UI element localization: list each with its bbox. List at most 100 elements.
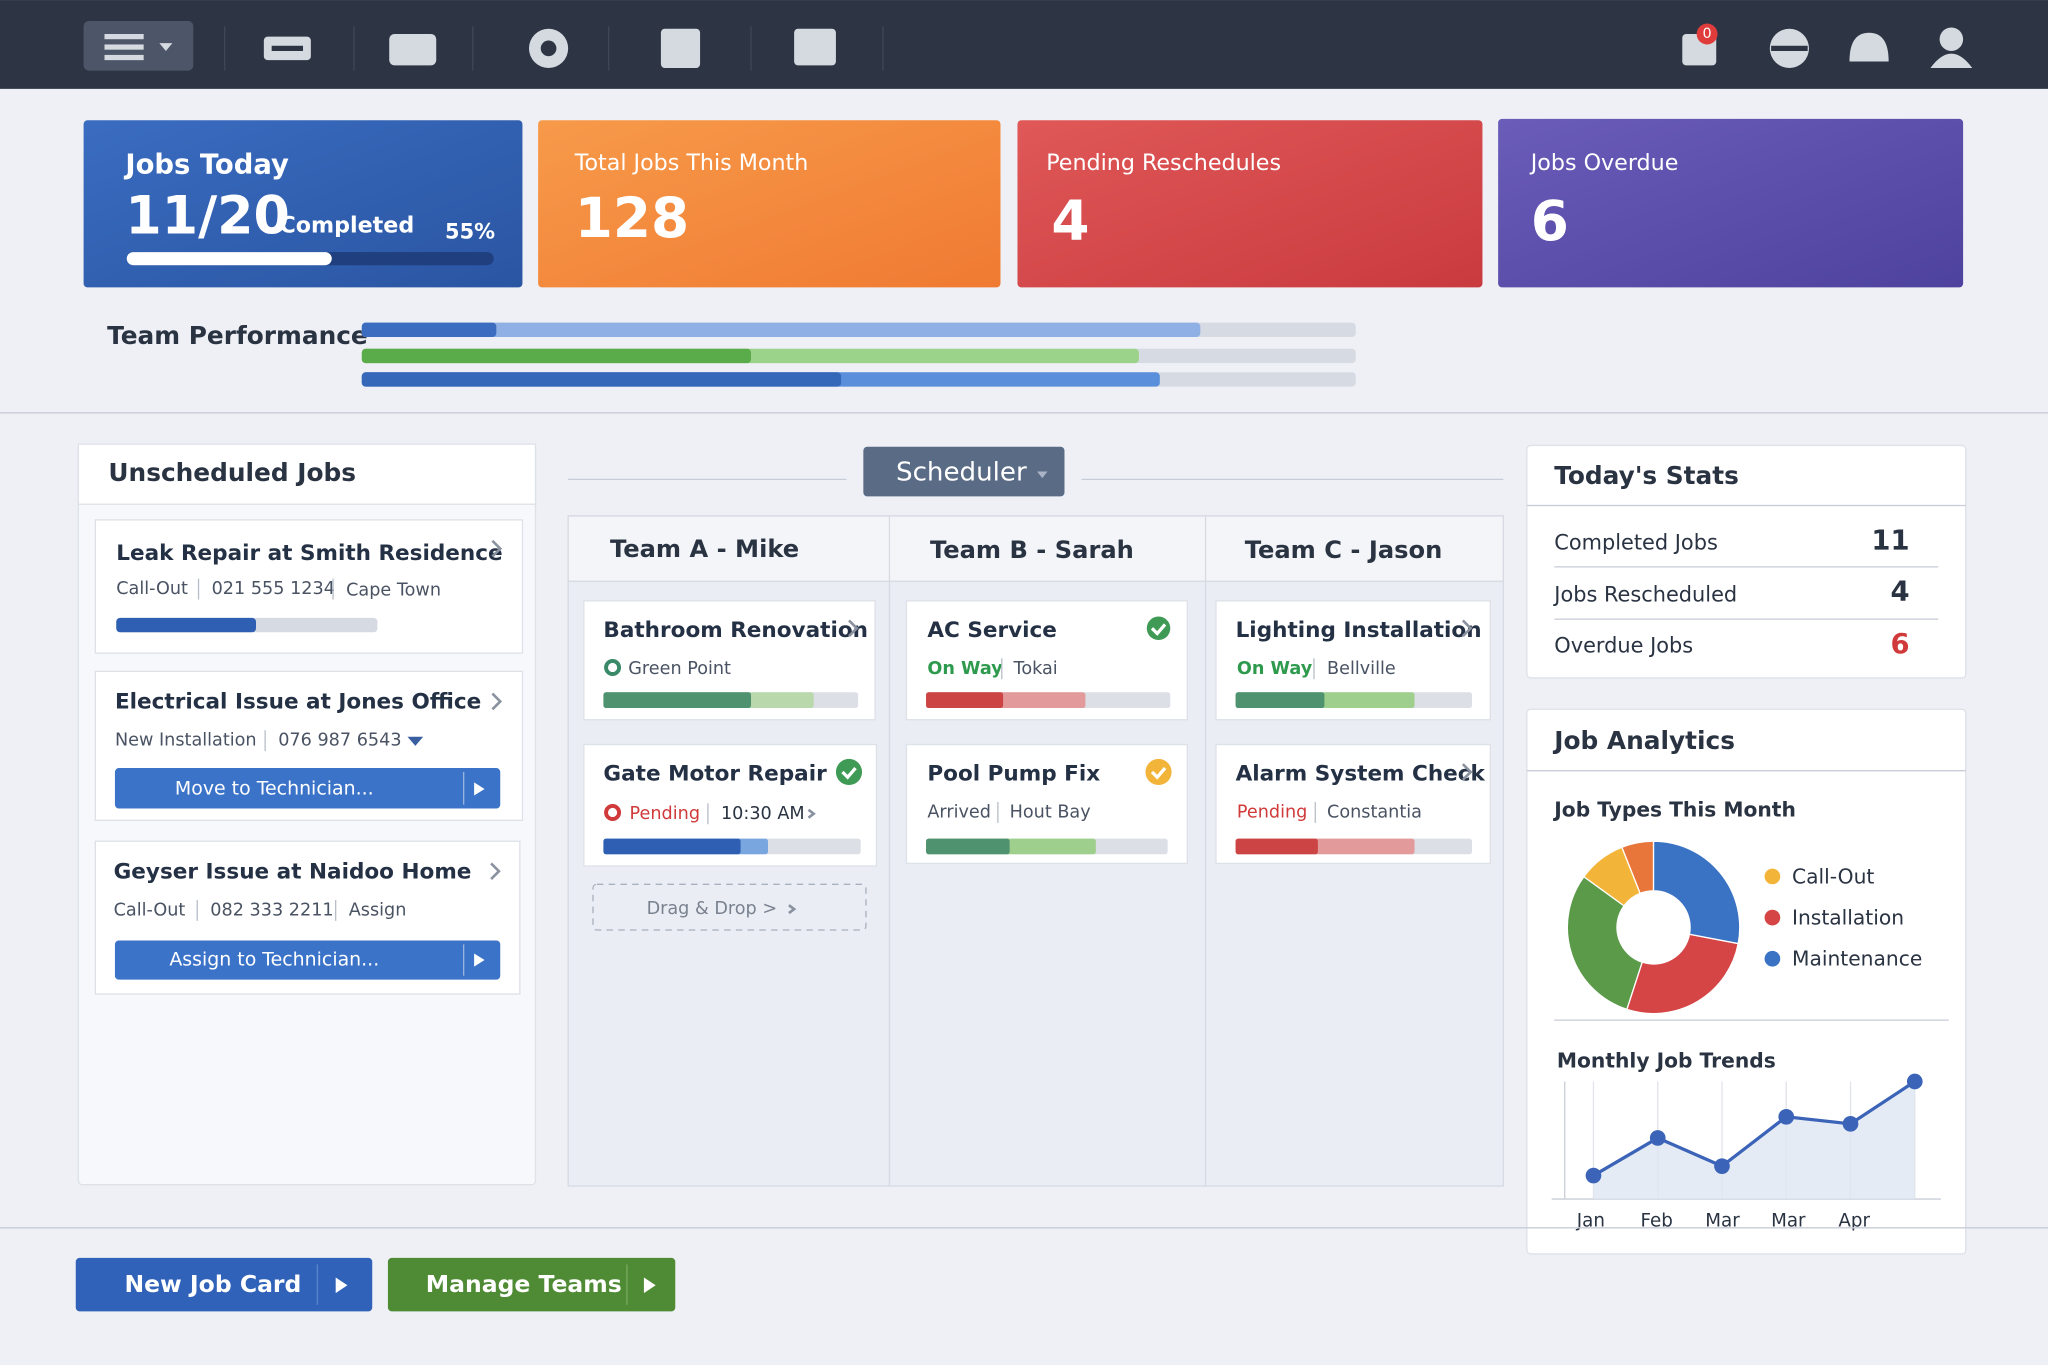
scheduler-label: Scheduler <box>896 457 1027 487</box>
kpi-title: Jobs Overdue <box>1529 150 1679 176</box>
legend-label: Maintenance <box>1792 947 1922 971</box>
team-name: Team C - Jason <box>1245 536 1443 564</box>
pie-slice <box>1566 875 1644 1011</box>
job-area: Assign <box>349 900 407 920</box>
job-status: On Way <box>927 659 1003 679</box>
x-tick-label: Feb <box>1641 1210 1673 1231</box>
panel <box>1526 444 1967 679</box>
drop-zone[interactable] <box>592 883 867 931</box>
kpi-value: 128 <box>575 186 689 250</box>
action-button[interactable] <box>114 940 501 980</box>
nav-icon[interactable] <box>1849 32 1889 62</box>
trend-point <box>1714 1158 1730 1174</box>
nav-icon[interactable] <box>660 28 701 68</box>
job-title: Gate Motor Repair <box>603 762 827 787</box>
job-title: Leak Repair at Smith Residence <box>116 541 502 566</box>
pie-slice <box>1652 840 1741 945</box>
kpi-value: 6 <box>1531 189 1569 253</box>
panel-title: Unscheduled Jobs <box>108 458 356 487</box>
stat-value: 6 <box>1890 629 1909 660</box>
job-time: 10:30 AM <box>721 804 805 824</box>
kpi-card <box>83 120 523 288</box>
job-status: Pending <box>1237 802 1307 822</box>
button-label: New Job Card <box>124 1270 301 1298</box>
job-phone: 076 987 6543 <box>278 731 401 751</box>
job-type: New Installation <box>115 731 257 751</box>
job-status: On Way <box>1237 659 1313 679</box>
trend-point <box>1906 1073 1923 1090</box>
kpi-value: 11/20 <box>125 186 289 246</box>
stat-value: 4 <box>1890 577 1909 608</box>
legend-label: Installation <box>1792 905 1904 929</box>
kpi-title: Pending Reschedules <box>1046 150 1281 176</box>
x-tick-label: Mar <box>1705 1210 1740 1231</box>
job-location: Green Point <box>628 659 731 679</box>
x-tick-label: Jan <box>1576 1210 1605 1231</box>
performance-bars <box>361 322 1356 387</box>
job-phone: 021 555 1234 <box>212 579 335 599</box>
kpi-suffix: Completed <box>280 213 415 239</box>
nav-icon[interactable] <box>794 28 836 66</box>
badge-count: 0 <box>1703 26 1712 42</box>
job-location: Constantia <box>1327 802 1422 822</box>
x-tick-label: Apr <box>1838 1210 1870 1231</box>
stat-value: 11 <box>1871 526 1909 557</box>
kpi-percent: 55% <box>445 220 495 244</box>
action-button[interactable] <box>114 768 501 809</box>
job-type: Call-Out <box>116 579 188 599</box>
job-type: Call-Out <box>114 900 186 920</box>
job-title: Lighting Installation <box>1236 618 1482 643</box>
kpi-title: Total Jobs This Month <box>574 150 809 176</box>
kpi-card <box>1017 120 1483 288</box>
x-tick-label: Mar <box>1771 1210 1806 1231</box>
chart-title: Job Types This Month <box>1552 798 1796 822</box>
job-location: Tokai <box>1013 659 1058 679</box>
action-label: Assign to Technician... <box>169 949 379 971</box>
job-location: Bellville <box>1327 659 1396 679</box>
kpi-value: 4 <box>1051 189 1089 253</box>
chart-title: Monthly Job Trends <box>1557 1048 1776 1072</box>
trend-line <box>1592 1080 1916 1177</box>
job-title: Electrical Issue at Jones Office <box>115 690 481 715</box>
stat-label: Jobs Rescheduled <box>1552 583 1737 607</box>
legend-label: Call-Out <box>1792 864 1874 888</box>
trend-point <box>1778 1108 1795 1125</box>
secondary-button[interactable] <box>387 1257 676 1312</box>
nav-icon[interactable] <box>389 34 437 66</box>
trend-point <box>1842 1116 1859 1132</box>
job-title: Alarm System Check <box>1236 762 1486 787</box>
kpi-card <box>1498 118 1964 288</box>
panel-title: Job Analytics <box>1552 726 1735 755</box>
job-phone: 082 333 2211 <box>210 900 333 920</box>
scheduler-tab[interactable] <box>863 446 1065 497</box>
legend-dot <box>1764 909 1781 926</box>
legend-dot <box>1764 868 1781 885</box>
trend-point <box>1585 1167 1602 1184</box>
job-status: Arrived <box>927 802 991 822</box>
trend-area <box>1593 1081 1915 1200</box>
panel-title: Today's Stats <box>1554 461 1739 490</box>
drop-label: Drag & Drop > <box>647 899 778 919</box>
section-label: Team Performance <box>107 321 368 350</box>
nav-icon[interactable] <box>1939 27 1964 51</box>
team-name: Team B - Sarah <box>930 536 1134 564</box>
job-title: AC Service <box>927 618 1057 643</box>
progress-fill <box>126 252 332 266</box>
job-title: Bathroom Renovation <box>603 618 868 643</box>
trend-point <box>1649 1130 1666 1146</box>
badge <box>1696 23 1718 45</box>
team-name: Team A - Mike <box>610 535 799 563</box>
legend-dot <box>1764 950 1781 967</box>
job-area: Cape Town <box>346 580 441 600</box>
kpi-card <box>538 120 1001 288</box>
job-status: Pending <box>630 804 700 824</box>
action-label: Move to Technician... <box>175 777 374 799</box>
job-location: Hout Bay <box>1010 802 1091 822</box>
primary-button[interactable] <box>75 1257 373 1312</box>
button-label: Manage Teams <box>426 1270 622 1298</box>
stat-label: Completed Jobs <box>1554 530 1718 554</box>
job-title: Geyser Issue at Naidoo Home <box>114 860 472 885</box>
pie-slice <box>1626 933 1739 1015</box>
